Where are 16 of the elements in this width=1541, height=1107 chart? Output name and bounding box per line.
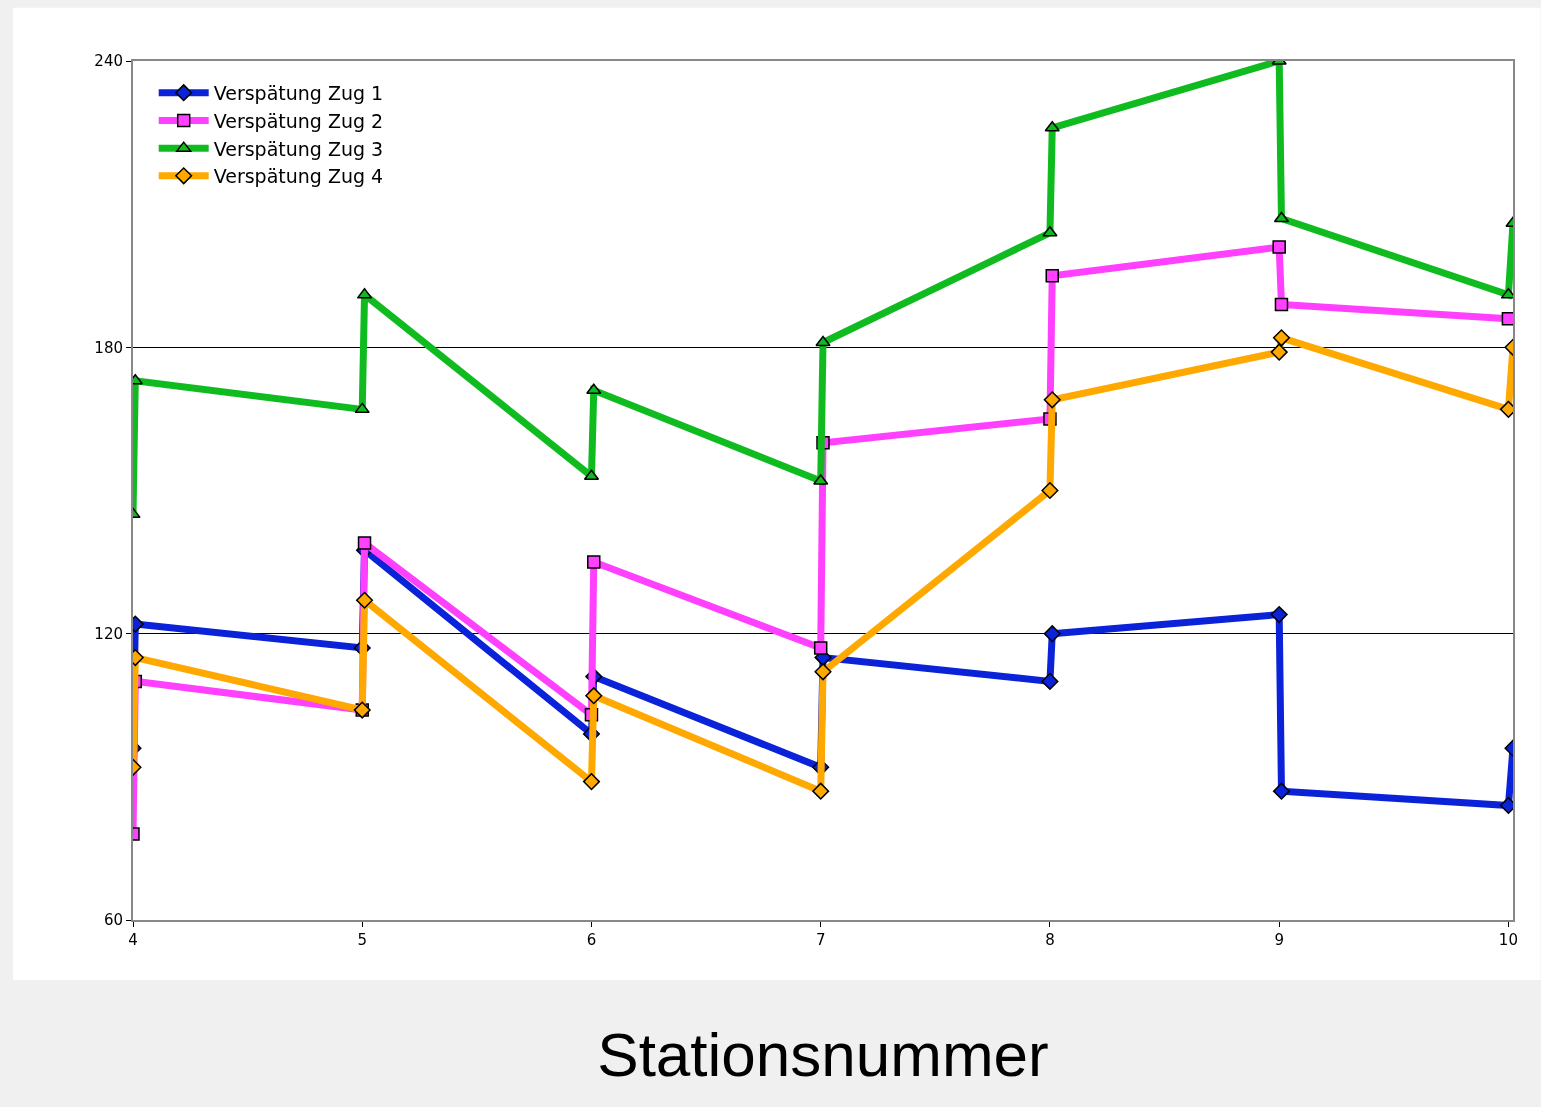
x-tick-label: 8 — [1045, 931, 1055, 949]
y-tick-label: 60 — [103, 911, 123, 930]
legend-label: Verspätung Zug 3 — [213, 137, 384, 160]
legend-label: Verspätung Zug 4 — [213, 165, 384, 188]
x-tick-label: 6 — [586, 931, 597, 949]
x-axis-title: Stationsnummer — [597, 1020, 1049, 1090]
y-tick-label: 240 — [94, 52, 123, 71]
x-tick-label: 10 — [1498, 931, 1518, 949]
x-tick-label: 9 — [1274, 931, 1284, 949]
legend-label: Verspätung Zug 1 — [213, 82, 384, 105]
x-tick-label: 4 — [128, 931, 138, 949]
x-tick-label: 5 — [357, 931, 368, 949]
x-tick-label: 7 — [815, 931, 826, 949]
y-tick-label: 180 — [94, 338, 123, 357]
legend-label: Verspätung Zug 2 — [213, 109, 384, 132]
y-tick-label: 120 — [94, 624, 123, 643]
